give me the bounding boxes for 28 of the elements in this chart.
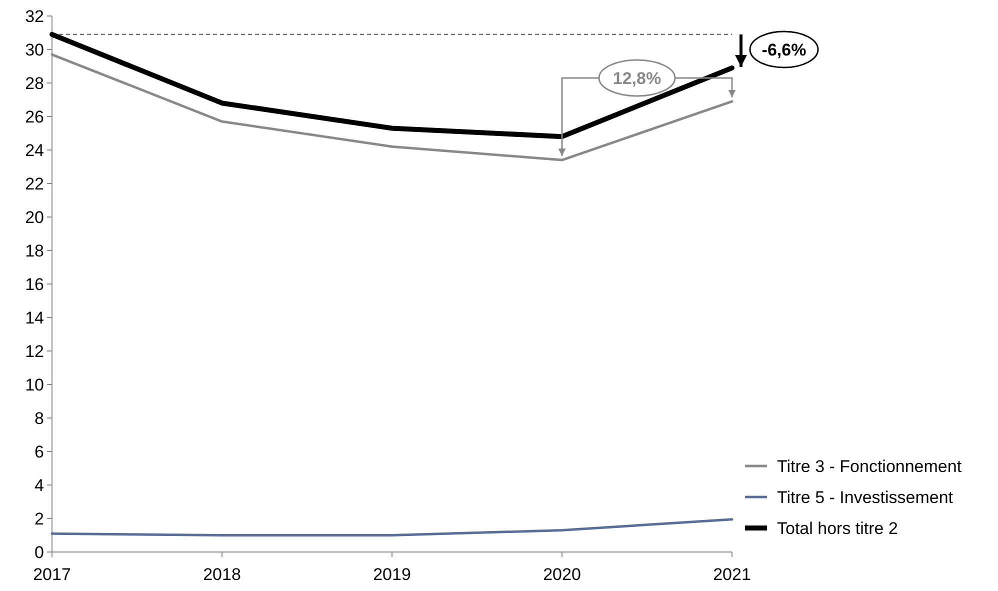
y-tick-label: 8 — [34, 408, 44, 428]
y-tick-label: 2 — [34, 509, 44, 528]
y-tick-label: 12 — [25, 342, 44, 361]
y-tick-label: 10 — [25, 375, 44, 394]
y-tick-label: 28 — [25, 74, 44, 93]
y-tick-label: 26 — [25, 107, 44, 126]
y-tick-label: 16 — [25, 274, 44, 294]
legend-label: Titre 5 - Investissement — [777, 488, 954, 507]
y-tick-label: 6 — [34, 442, 44, 462]
y-tick-label: 24 — [25, 140, 44, 160]
line-series — [50, 518, 734, 536]
x-tick-label: 2017 — [33, 565, 71, 584]
legend-label: Total hors titre 2 — [777, 518, 898, 538]
y-tick-label: 32 — [25, 6, 44, 26]
y-tick-label: 4 — [34, 476, 44, 495]
y-tick-label: 14 — [25, 308, 44, 328]
y-tick-label: 0 — [34, 542, 44, 562]
y-tick-label: 20 — [25, 208, 44, 227]
x-tick-label: 2019 — [373, 565, 411, 584]
x-tick-label: 2018 — [203, 565, 241, 584]
x-tick-label: 2021 — [713, 565, 751, 584]
text: -6,6% — [762, 40, 806, 60]
y-tick-label: 22 — [25, 174, 44, 194]
y-tick-label: 30 — [25, 40, 44, 60]
y-tick-label: 18 — [25, 241, 44, 260]
legend-label: Titre 3 - Fonctionnement — [777, 456, 962, 476]
annotation: 12,8% — [612, 68, 662, 88]
x-tick-label: 2020 — [543, 565, 581, 584]
